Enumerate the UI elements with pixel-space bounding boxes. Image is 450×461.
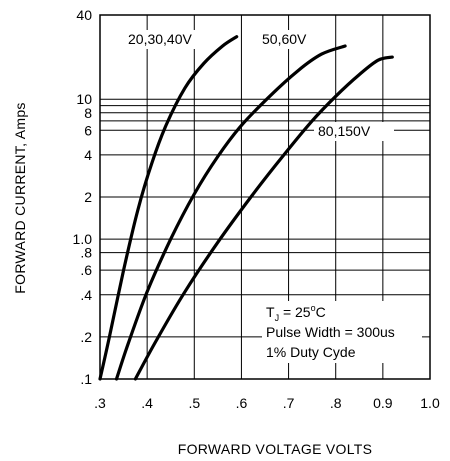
y-tick-label: 8 xyxy=(84,105,92,121)
y-tick-label: 2 xyxy=(84,189,92,205)
series-curves xyxy=(98,35,394,381)
series-curve xyxy=(98,35,239,381)
y-axis-title: FORWARD CURRENT, Amps xyxy=(12,102,28,293)
x-tick-label: .4 xyxy=(141,395,153,411)
x-tick-label: 0.9 xyxy=(373,395,393,411)
y-tick-label: .2 xyxy=(80,329,92,345)
y-tick-label: .4 xyxy=(80,287,92,303)
x-tick-label: .6 xyxy=(236,395,248,411)
annotation-line-1: TJ = 25oC xyxy=(266,303,326,323)
y-tick-label: .8 xyxy=(80,245,92,261)
annotation-line-3: 1% Duty Cyde xyxy=(266,344,356,360)
annotation-line-2: Pulse Width = 300us xyxy=(266,324,395,340)
x-axis-title: FORWARD VOLTAGE VOLTS xyxy=(178,441,373,457)
y-tick-label: 10 xyxy=(76,91,92,107)
series-curve xyxy=(133,55,394,381)
x-tick-label: .8 xyxy=(330,395,342,411)
y-tick-label: .1 xyxy=(80,371,92,387)
series-label: 20,30,40V xyxy=(128,31,192,47)
series-label-background xyxy=(124,30,216,49)
annotation-background xyxy=(262,301,422,363)
x-tick-label: .5 xyxy=(188,395,200,411)
series-label-background xyxy=(314,122,394,141)
series-label: 80,150V xyxy=(318,123,371,139)
x-tick-label: .3 xyxy=(94,395,106,411)
test-conditions-annotation: TJ = 25oC Pulse Width = 300us 1% Duty Cy… xyxy=(262,301,422,363)
x-tick-label: 1.0 xyxy=(420,395,440,411)
plot-frame xyxy=(99,14,431,380)
grid xyxy=(99,14,431,380)
y-tick-label: .6 xyxy=(80,262,92,278)
x-tick-label: .7 xyxy=(283,395,295,411)
y-tick-label: 1.0 xyxy=(73,231,93,247)
series-label-background xyxy=(258,30,320,49)
y-tick-label: 4 xyxy=(84,147,92,163)
series-labels: 20,30,40V 50,60V 80,150V xyxy=(124,30,394,141)
y-tick-label: 6 xyxy=(84,122,92,138)
series-label: 50,60V xyxy=(262,31,307,47)
series-curve xyxy=(114,44,347,381)
y-tick-label: 40 xyxy=(76,7,92,23)
